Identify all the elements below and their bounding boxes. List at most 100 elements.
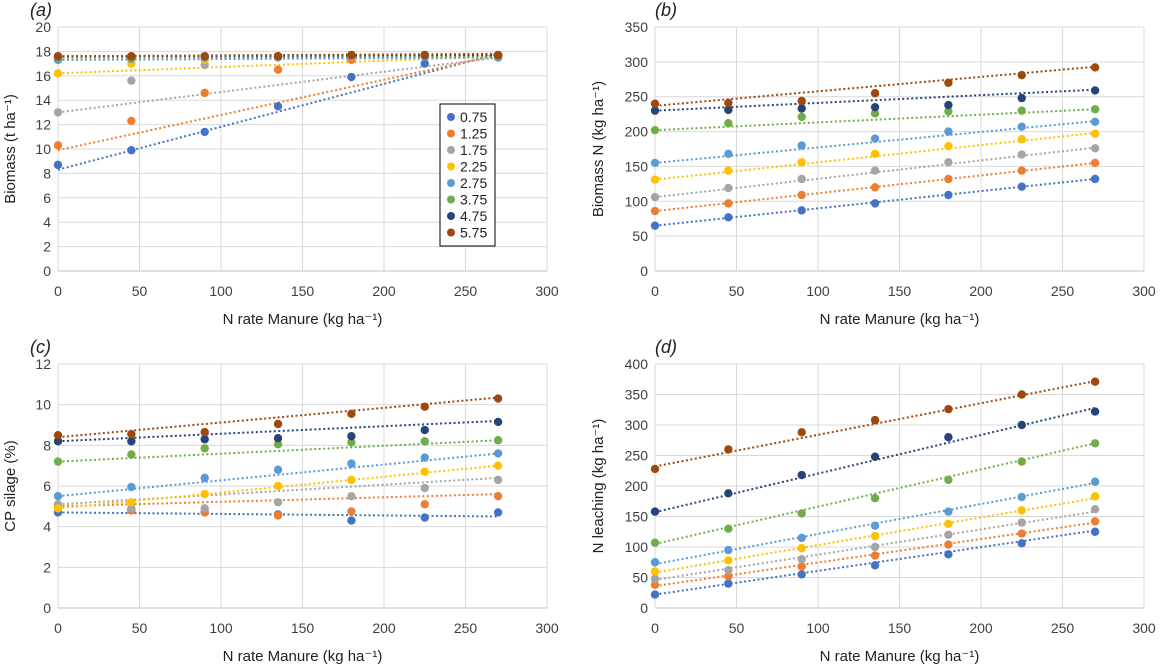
data-point-2.25 bbox=[347, 475, 356, 485]
data-point-4.75 bbox=[127, 437, 136, 446]
x-tick-label: 100 bbox=[209, 620, 233, 636]
data-point-5.75 bbox=[797, 96, 806, 106]
y-tick-label: 200 bbox=[625, 124, 649, 140]
data-point-2.75 bbox=[1017, 492, 1026, 502]
data-point-4.75 bbox=[347, 431, 356, 441]
data-point-1.75 bbox=[200, 504, 209, 513]
y-tick-label: 200 bbox=[625, 478, 649, 494]
data-point-5.75 bbox=[273, 419, 283, 429]
data-point-5.75 bbox=[944, 78, 953, 87]
data-point-1.75 bbox=[797, 174, 806, 184]
x-tick-label: 200 bbox=[969, 283, 993, 299]
data-point-5.75 bbox=[347, 50, 356, 60]
data-point-2.75 bbox=[200, 473, 209, 483]
data-point-1.75 bbox=[347, 491, 356, 501]
legend-marker bbox=[447, 129, 455, 138]
data-point-4.75 bbox=[944, 433, 953, 442]
data-point-5.75 bbox=[127, 429, 136, 439]
y-tick-label: 0 bbox=[43, 600, 51, 616]
data-point-2.75 bbox=[1090, 477, 1100, 486]
y-tick-label: 4 bbox=[43, 519, 51, 535]
data-point-2.75 bbox=[1017, 122, 1026, 131]
data-point-4.75 bbox=[1090, 407, 1100, 416]
y-tick-label: 0 bbox=[43, 263, 51, 279]
data-point-1.25 bbox=[420, 500, 429, 509]
data-point-1.25 bbox=[944, 540, 953, 549]
y-tick-label: 50 bbox=[632, 228, 648, 244]
chart-panel-2: 0 50 100 150 200 250 300 350 0 50 100 150 200 250 300 N… bbox=[590, 0, 1156, 328]
data-point-2.25 bbox=[944, 142, 953, 151]
legend-entry-label: 2.75 bbox=[460, 175, 487, 191]
data-point-2.25 bbox=[420, 467, 429, 476]
data-point-5.75 bbox=[200, 52, 209, 61]
data-point-1.25 bbox=[1017, 529, 1026, 538]
data-point-5.75 bbox=[1090, 377, 1100, 386]
data-point-2.75 bbox=[53, 491, 63, 501]
data-point-2.75 bbox=[797, 141, 806, 150]
x-tick-label: 0 bbox=[651, 283, 659, 299]
data-point-1.75 bbox=[797, 555, 806, 564]
data-point-1.25 bbox=[797, 190, 806, 200]
data-point-5.75 bbox=[1017, 390, 1026, 399]
x-tick-label: 50 bbox=[132, 620, 148, 636]
data-point-0.75 bbox=[724, 579, 733, 588]
data-point-4.75 bbox=[650, 106, 660, 115]
data-point-1.25 bbox=[870, 551, 880, 560]
data-point-2.75 bbox=[870, 134, 880, 143]
data-point-2.75 bbox=[650, 558, 660, 567]
y-tick-label: 10 bbox=[35, 397, 51, 413]
data-point-3.75 bbox=[797, 112, 806, 122]
data-point-1.75 bbox=[1090, 504, 1100, 514]
data-point-5.75 bbox=[724, 98, 733, 108]
data-point-2.25 bbox=[1017, 506, 1026, 515]
data-point-1.75 bbox=[273, 498, 283, 507]
legend: 0.751.251.752.252.753.754.755.75 bbox=[439, 103, 496, 247]
y-tick-label: 10 bbox=[35, 141, 51, 157]
y-tick-label: 250 bbox=[625, 448, 649, 464]
data-point-1.25 bbox=[200, 88, 209, 98]
data-point-2.75 bbox=[724, 545, 733, 555]
data-point-3.75 bbox=[724, 119, 733, 128]
data-point-3.75 bbox=[944, 107, 953, 116]
y-tick-label: 250 bbox=[625, 89, 649, 105]
data-point-3.75 bbox=[650, 125, 660, 135]
y-tick-label: 2 bbox=[43, 559, 51, 575]
data-point-5.75 bbox=[493, 394, 503, 403]
data-point-5.75 bbox=[870, 89, 880, 98]
x-tick-label: 250 bbox=[1051, 283, 1075, 299]
data-point-2.75 bbox=[493, 449, 503, 458]
data-point-2.25 bbox=[493, 461, 503, 470]
data-point-3.75 bbox=[1017, 457, 1026, 466]
y-tick-label: 16 bbox=[35, 68, 51, 84]
data-point-1.25 bbox=[493, 491, 503, 501]
data-point-5.75 bbox=[53, 430, 63, 440]
x-tick-label: 50 bbox=[132, 283, 148, 299]
data-point-2.75 bbox=[944, 507, 953, 516]
data-point-2.75 bbox=[944, 127, 953, 136]
x-tick-label: 200 bbox=[969, 620, 993, 636]
data-point-5.75 bbox=[650, 464, 660, 474]
y-tick-label: 14 bbox=[35, 92, 51, 108]
data-point-2.25 bbox=[870, 531, 880, 541]
x-tick-label: 200 bbox=[372, 283, 396, 299]
x-tick-label: 100 bbox=[806, 620, 830, 636]
data-point-4.75 bbox=[870, 102, 880, 112]
data-point-2.75 bbox=[870, 521, 880, 530]
data-point-2.25 bbox=[53, 504, 63, 513]
data-point-1.75 bbox=[650, 574, 660, 583]
data-point-5.75 bbox=[273, 52, 283, 61]
data-point-3.75 bbox=[797, 509, 806, 518]
y-tick-label: 20 bbox=[35, 19, 51, 35]
data-point-5.75 bbox=[797, 428, 806, 437]
data-point-2.25 bbox=[724, 556, 733, 565]
data-point-3.75 bbox=[724, 524, 733, 533]
x-tick-label: 0 bbox=[651, 620, 659, 636]
data-point-3.75 bbox=[493, 436, 503, 445]
data-point-0.75 bbox=[347, 72, 356, 82]
data-point-3.75 bbox=[420, 437, 429, 446]
data-point-1.25 bbox=[347, 507, 356, 516]
x-tick-label: 0 bbox=[54, 283, 62, 299]
data-point-3.75 bbox=[273, 440, 283, 449]
data-point-2.25 bbox=[650, 567, 660, 576]
data-point-1.75 bbox=[1017, 150, 1026, 159]
